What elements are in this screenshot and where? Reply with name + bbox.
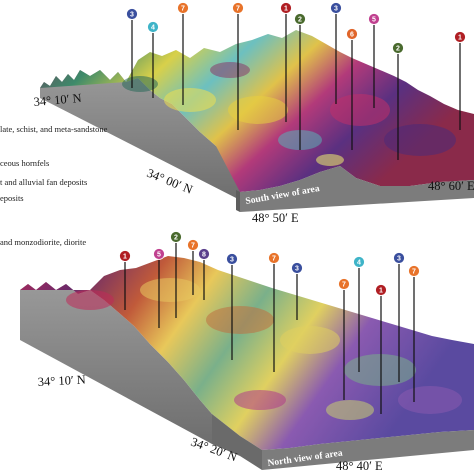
bottom-lat-label-1: 34° 10′ N	[37, 373, 86, 389]
bottom-block-front-wall	[262, 430, 474, 470]
bottom-unit-marker-7	[268, 252, 280, 264]
bottom-unit-marker-label: 3	[230, 257, 234, 264]
top-block-front-base	[236, 190, 240, 212]
top-unit-marker-7	[232, 2, 244, 14]
legend-item-4: eposits	[0, 193, 24, 203]
top-unit-marker-label: 5	[372, 17, 376, 24]
top-unit-marker-7	[177, 2, 189, 14]
bottom-unit-marker-8	[198, 248, 210, 260]
top-unit-marker-label: 2	[396, 46, 400, 53]
bottom-terrain-block	[20, 256, 474, 470]
top-unit-marker-3	[126, 8, 138, 20]
bottom-unit-marker-7	[187, 239, 199, 251]
top-unit-marker-label: 6	[350, 32, 354, 39]
bottom-block-side-edge	[212, 414, 262, 470]
bottom-block-left-wall	[20, 282, 212, 444]
top-unit-marker-label: 3	[130, 12, 134, 19]
bottom-unit-marker-5	[153, 248, 165, 260]
legend-item-5: and monzodiorite, diorite	[0, 237, 86, 247]
bottom-unit-marker-3	[393, 252, 405, 264]
bottom-unit-marker-label: 3	[397, 256, 401, 263]
top-lat-label-1: 34° 10′ N	[33, 91, 82, 109]
bottom-unit-marker-3	[226, 253, 238, 265]
bottom-unit-marker-2	[170, 231, 182, 243]
top-unit-marker-2	[294, 13, 306, 25]
bottom-unit-marker-label: 1	[123, 254, 127, 261]
bottom-unit-marker-label: 7	[272, 256, 276, 263]
bottom-unit-marker-1	[119, 250, 131, 262]
bottom-unit-marker-label: 8	[202, 252, 206, 259]
bottom-unit-marker-label: 7	[342, 282, 346, 289]
legend-item-2: ceous hornfels	[0, 158, 49, 168]
top-block-left-wall	[40, 70, 240, 200]
top-unit-marker-label: 2	[298, 17, 302, 24]
bottom-terrain-texture	[66, 278, 462, 420]
bottom-unit-marker-label: 5	[157, 252, 161, 259]
top-unit-marker-label: 4	[151, 25, 155, 32]
bottom-unit-marker-label: 3	[295, 266, 299, 273]
top-lon-label-2: 48° 60′ E	[428, 179, 474, 193]
legend: late, schist, and meta-sandstone ceous h…	[0, 124, 108, 247]
top-lon-label-1: 48° 50′ E	[252, 211, 299, 225]
bottom-unit-marker-label: 7	[412, 269, 416, 276]
top-unit-marker-4	[147, 21, 159, 33]
top-unit-markers: 3 4 7 7 1 2 3 6 5 2 1	[126, 2, 466, 160]
top-terrain-block	[40, 30, 474, 212]
top-unit-marker-6	[346, 28, 358, 40]
legend-item-1: late, schist, and meta-sandstone	[0, 124, 108, 134]
bottom-unit-marker-label: 4	[357, 260, 361, 267]
top-unit-marker-2	[392, 42, 404, 54]
top-unit-marker-label: 7	[236, 6, 240, 13]
bottom-unit-marker-label: 2	[174, 235, 178, 242]
top-unit-marker-label: 7	[181, 6, 185, 13]
bottom-unit-marker-3	[291, 262, 303, 274]
top-unit-marker-label: 1	[284, 6, 288, 13]
bottom-unit-marker-1	[375, 284, 387, 296]
bottom-unit-marker-label: 1	[379, 288, 383, 295]
top-unit-marker-1	[280, 2, 292, 14]
top-unit-marker-label: 1	[458, 35, 462, 42]
top-terrain-texture	[122, 62, 456, 166]
legend-item-3: t and alluvial fan deposits	[0, 177, 87, 187]
bottom-unit-marker-7	[408, 265, 420, 277]
top-block-front-wall	[240, 166, 474, 212]
bottom-unit-marker-7	[338, 278, 350, 290]
bottom-lon-label-1: 48° 40′ E	[336, 459, 383, 473]
top-unit-marker-1	[454, 31, 466, 43]
bottom-unit-marker-label: 7	[191, 243, 195, 250]
top-unit-marker-3	[330, 2, 342, 14]
top-unit-marker-label: 3	[334, 6, 338, 13]
bottom-unit-marker-4	[353, 256, 365, 268]
top-unit-marker-5	[368, 13, 380, 25]
